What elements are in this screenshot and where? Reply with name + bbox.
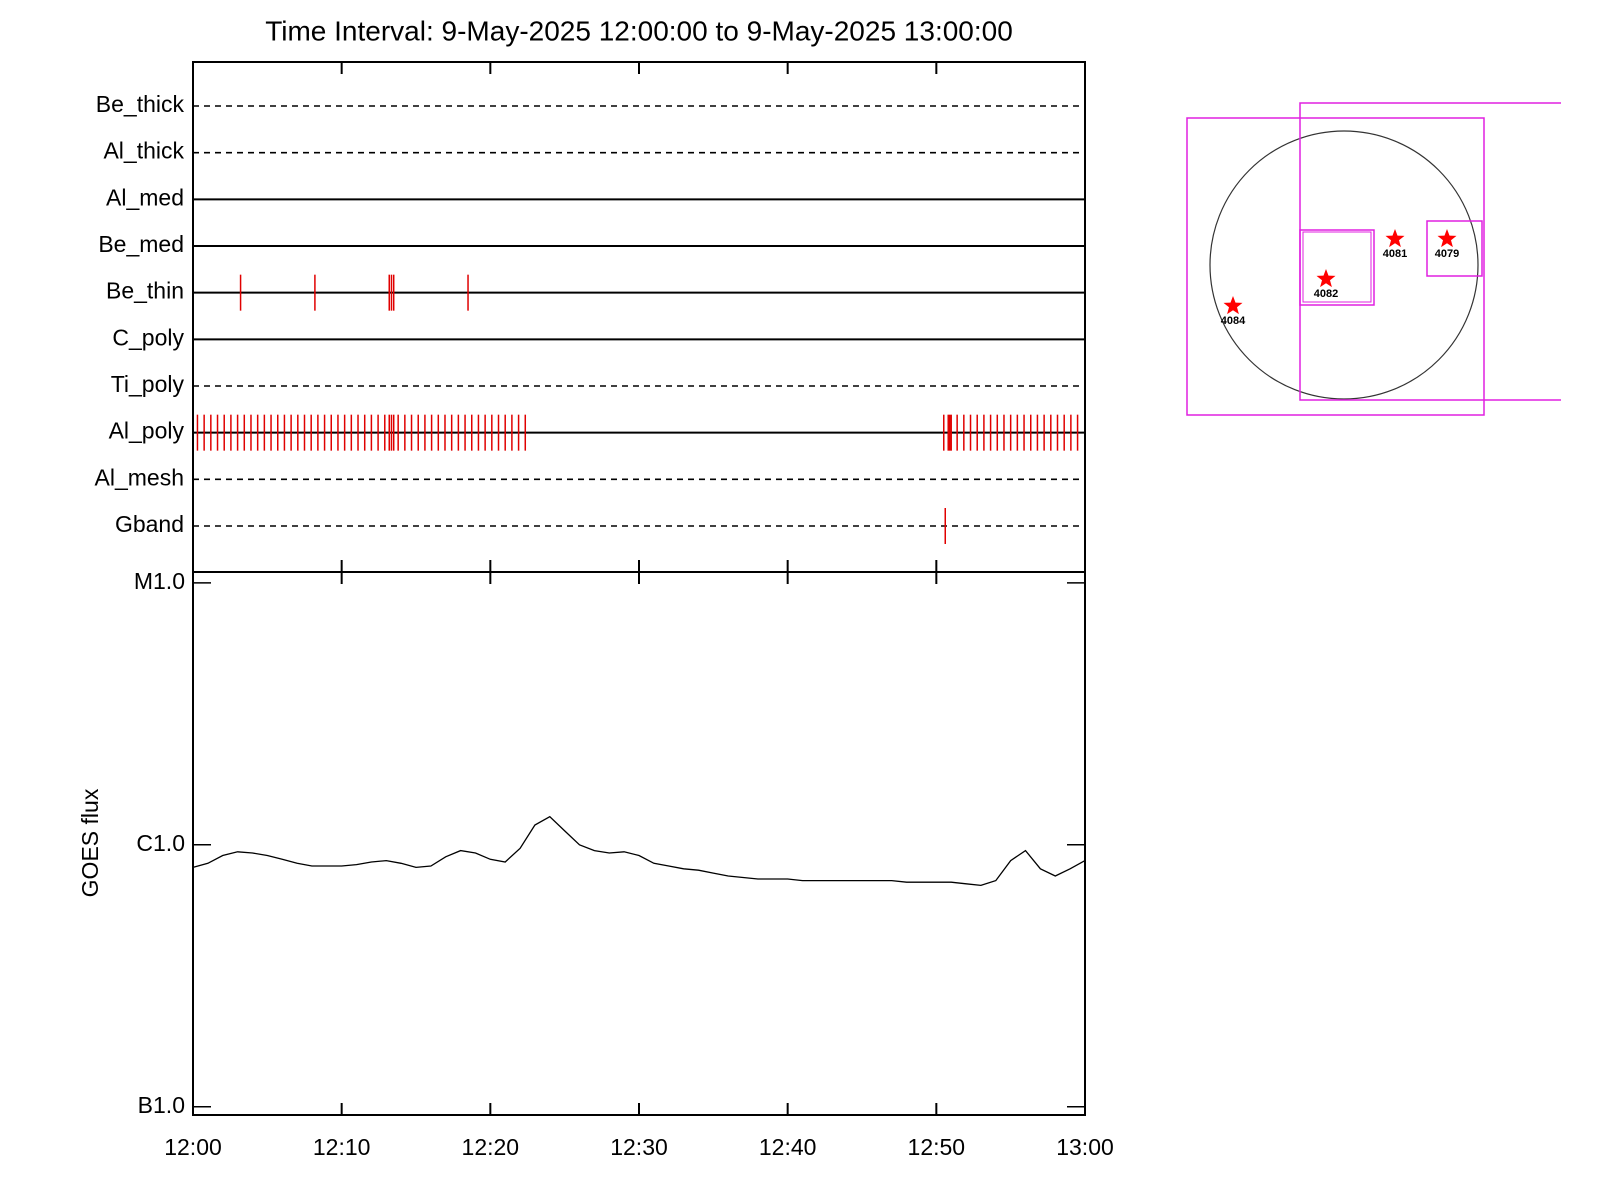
region-label: 4081 [1383, 248, 1407, 260]
region-label: 4084 [1221, 315, 1246, 327]
filter-label: Be_thin [106, 278, 184, 304]
filter-label: Al_thick [103, 138, 184, 164]
x-tick-label: 12:40 [759, 1134, 817, 1160]
flux-line [192, 815, 1086, 887]
x-tick-label: 12:20 [462, 1134, 520, 1160]
fov-box [1426, 220, 1483, 277]
solar-disk [1209, 130, 1479, 400]
chart-title: Time Interval: 9-May-2025 12:00:00 to 9-… [265, 15, 1013, 46]
fov-box [1299, 229, 1375, 306]
region-label: 4079 [1435, 248, 1459, 260]
filter-label: Gband [115, 511, 184, 537]
top-frame [192, 61, 1086, 573]
filter-label: Be_med [98, 231, 184, 257]
x-tick-label: 12:50 [908, 1134, 966, 1160]
fov-box [1299, 102, 1561, 401]
x-tick-label: 12:30 [610, 1134, 668, 1160]
region-star [1385, 229, 1405, 248]
region-star [1316, 269, 1336, 288]
filter-label: Be_thick [96, 91, 185, 117]
y-tick-label: C1.0 [136, 830, 185, 856]
region-label: 4082 [1314, 288, 1338, 300]
x-tick-label: 12:10 [313, 1134, 371, 1160]
x-tick-label: 12:00 [164, 1134, 222, 1160]
filter-label: Al_mesh [95, 464, 184, 490]
fov-box [1186, 117, 1485, 416]
filter-label: Al_poly [109, 418, 185, 444]
y-tick-label: B1.0 [138, 1092, 185, 1118]
solar-map [1186, 102, 1561, 416]
y-tick-label: M1.0 [134, 568, 185, 594]
y-axis-label: GOES flux [77, 788, 103, 897]
fov-box [1302, 231, 1372, 303]
bottom-frame [192, 571, 1086, 1116]
filter-label: C_poly [112, 324, 184, 350]
filter-label: Ti_poly [111, 371, 185, 397]
x-tick-label: 13:00 [1056, 1134, 1114, 1160]
region-star [1223, 296, 1243, 315]
filter-label: Al_med [106, 184, 184, 210]
region-star [1437, 229, 1457, 248]
